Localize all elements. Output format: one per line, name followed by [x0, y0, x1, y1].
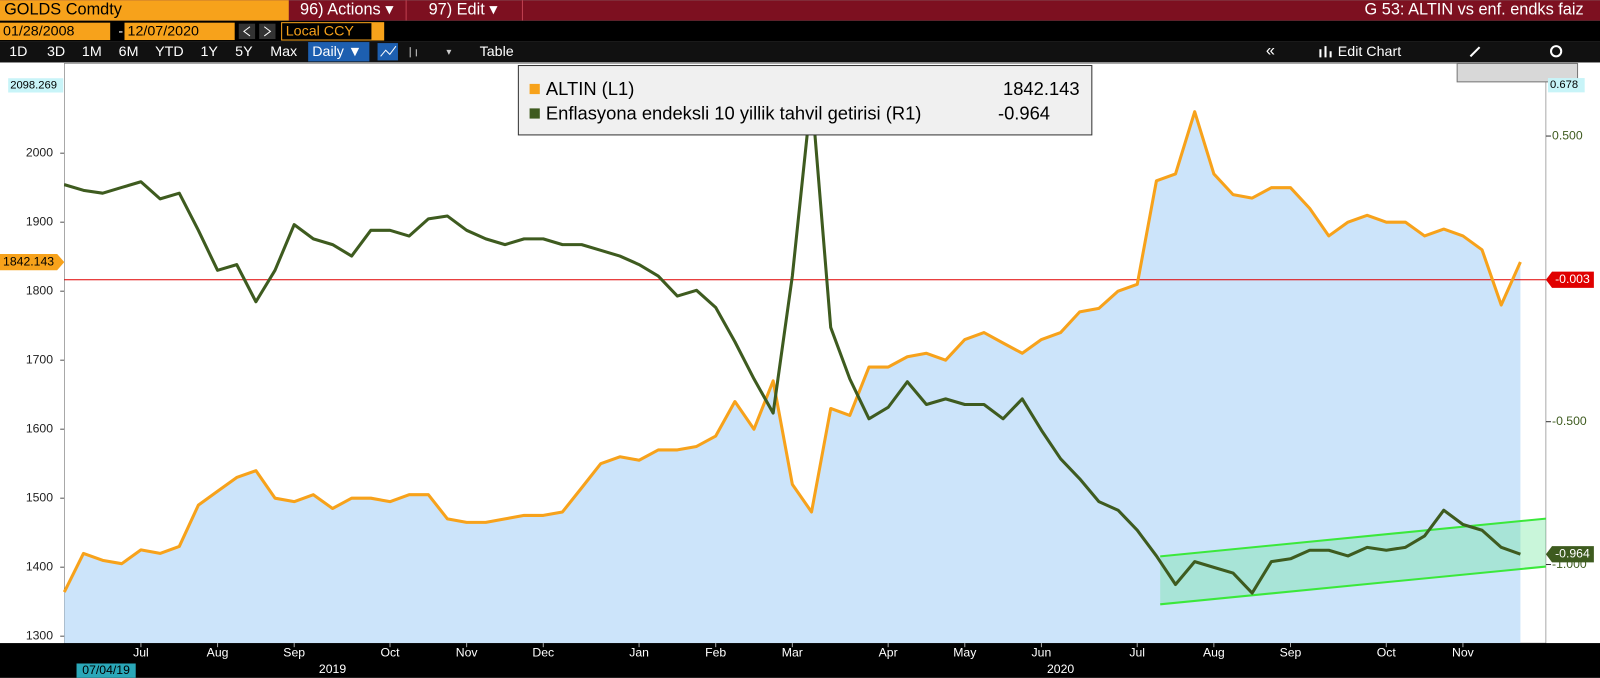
x-tick-label: Feb [705, 646, 726, 660]
date-bar [0, 20, 1600, 42]
period-button[interactable]: 3D [47, 44, 65, 60]
dropdown-icon[interactable]: ▾ [446, 47, 451, 58]
edit-chart-button[interactable]: Edit Chart [1338, 44, 1401, 60]
period-button[interactable]: Max [270, 44, 297, 60]
start-date[interactable]: 01/28/2008 [3, 24, 74, 40]
zoom-tools[interactable] [1456, 62, 1579, 83]
x-tick-label: Jan [629, 646, 649, 660]
line [62, 110, 1522, 593]
nav-button[interactable] [238, 23, 256, 39]
last-value-label: -0.964 [1555, 546, 1590, 560]
table-button[interactable]: Table [480, 44, 514, 60]
area [64, 111, 1521, 644]
x-tick-label: Nov [456, 646, 479, 660]
period-button[interactable]: 1D [9, 44, 27, 60]
edit-menu[interactable]: 97) Edit ▾ [429, 1, 498, 19]
x-tick-label: Apr [879, 646, 898, 660]
y-tick-label: 2000 [26, 145, 53, 159]
legend-swatch [529, 108, 540, 119]
frequency[interactable]: Daily ▼ [312, 44, 362, 60]
date-box[interactable] [0, 22, 111, 41]
high-label-box [1547, 78, 1585, 93]
x-tick-label: Dec [532, 646, 554, 660]
period-button[interactable]: 5Y [235, 44, 253, 60]
legend-label: Enflasyona endeksli 10 yillik tahvil get… [546, 102, 922, 123]
frequency-box[interactable] [308, 42, 370, 62]
currency[interactable]: Local CCY [286, 24, 355, 40]
x-tick-label: Sep [1280, 646, 1302, 660]
x-tick-label: Mar [782, 646, 803, 660]
period-button[interactable]: 1M [82, 44, 102, 60]
legend [517, 65, 1093, 136]
actions-menu[interactable]: 96) Actions ▾ [300, 1, 393, 19]
x-tick-label: Oct [380, 646, 400, 660]
y-tick-label: 1700 [26, 352, 53, 366]
title-bar [0, 0, 1600, 21]
y-tick-label: 1500 [26, 490, 53, 504]
nav-arrows [243, 26, 272, 37]
page-title: G 53: ALTIN vs enf. endks faiz [1365, 1, 1584, 19]
x-tick-label: Jul [133, 646, 149, 660]
x-tick-label: Jun [1032, 646, 1052, 660]
y2-tick-label: -0.500 [1552, 414, 1587, 428]
y-tick-label: 1400 [26, 559, 53, 573]
pen-icon[interactable] [1469, 46, 1481, 58]
x-tick-label: Nov [1452, 646, 1475, 660]
line [63, 91, 1521, 595]
currency-dropdown[interactable] [371, 22, 384, 41]
reference-label: -0.003 [1555, 272, 1590, 286]
channel-lower [1160, 565, 1547, 606]
collapse-icon[interactable]: « [1266, 42, 1275, 60]
channel-upper [1160, 517, 1547, 558]
x-tick-label: Aug [1203, 646, 1225, 660]
x-tick-label: May [953, 646, 977, 660]
settings-icon[interactable] [1550, 45, 1563, 58]
legend-value: 1842.143 [1003, 78, 1080, 99]
period-button[interactable]: 1Y [200, 44, 218, 60]
start-label-box [76, 663, 136, 678]
last-value-label: 1842.143 [3, 254, 54, 268]
y-tick-label: 1600 [26, 421, 53, 435]
high-label-box [8, 78, 64, 93]
value-tag [0, 253, 65, 271]
value-tag [1545, 546, 1594, 563]
year-label: 2020 [1047, 662, 1074, 676]
ticker-box[interactable] [0, 0, 289, 21]
x-tick-label: Oct [1377, 646, 1397, 660]
tool-bar [0, 41, 1600, 63]
period-button[interactable]: YTD [155, 44, 184, 60]
start-label: 07/04/19 [82, 663, 130, 677]
legend-value: -0.964 [998, 102, 1050, 123]
x-axis-bar [0, 643, 1600, 678]
x-tick-label: Jul [1129, 646, 1145, 660]
y2-tick-label: 0.500 [1552, 128, 1583, 142]
nav-button[interactable] [259, 23, 276, 39]
date-box[interactable] [124, 22, 235, 41]
x-tick-label: Sep [283, 646, 305, 660]
period-button[interactable]: 6M [119, 44, 139, 60]
ticker[interactable]: GOLDS Comdty [4, 1, 123, 19]
high-label: 0.678 [1550, 79, 1578, 91]
x-tick-label: Aug [207, 646, 229, 660]
y-tick-label: 1900 [26, 214, 53, 228]
line-icon [380, 45, 397, 57]
value-tag [1545, 271, 1594, 288]
legend-swatch [529, 83, 540, 95]
year-label: 2019 [319, 662, 346, 676]
date-separator: - [118, 24, 123, 40]
legend-label: ALTIN (L1) [546, 78, 634, 99]
y-tick-label: 1300 [26, 628, 53, 642]
edit-chart-icon [1319, 46, 1332, 58]
y-tick-label: 1800 [26, 283, 53, 297]
bar-icon[interactable] [409, 47, 417, 58]
high-label: 2098.269 [10, 79, 57, 91]
end-date[interactable]: 12/07/2020 [128, 24, 199, 40]
